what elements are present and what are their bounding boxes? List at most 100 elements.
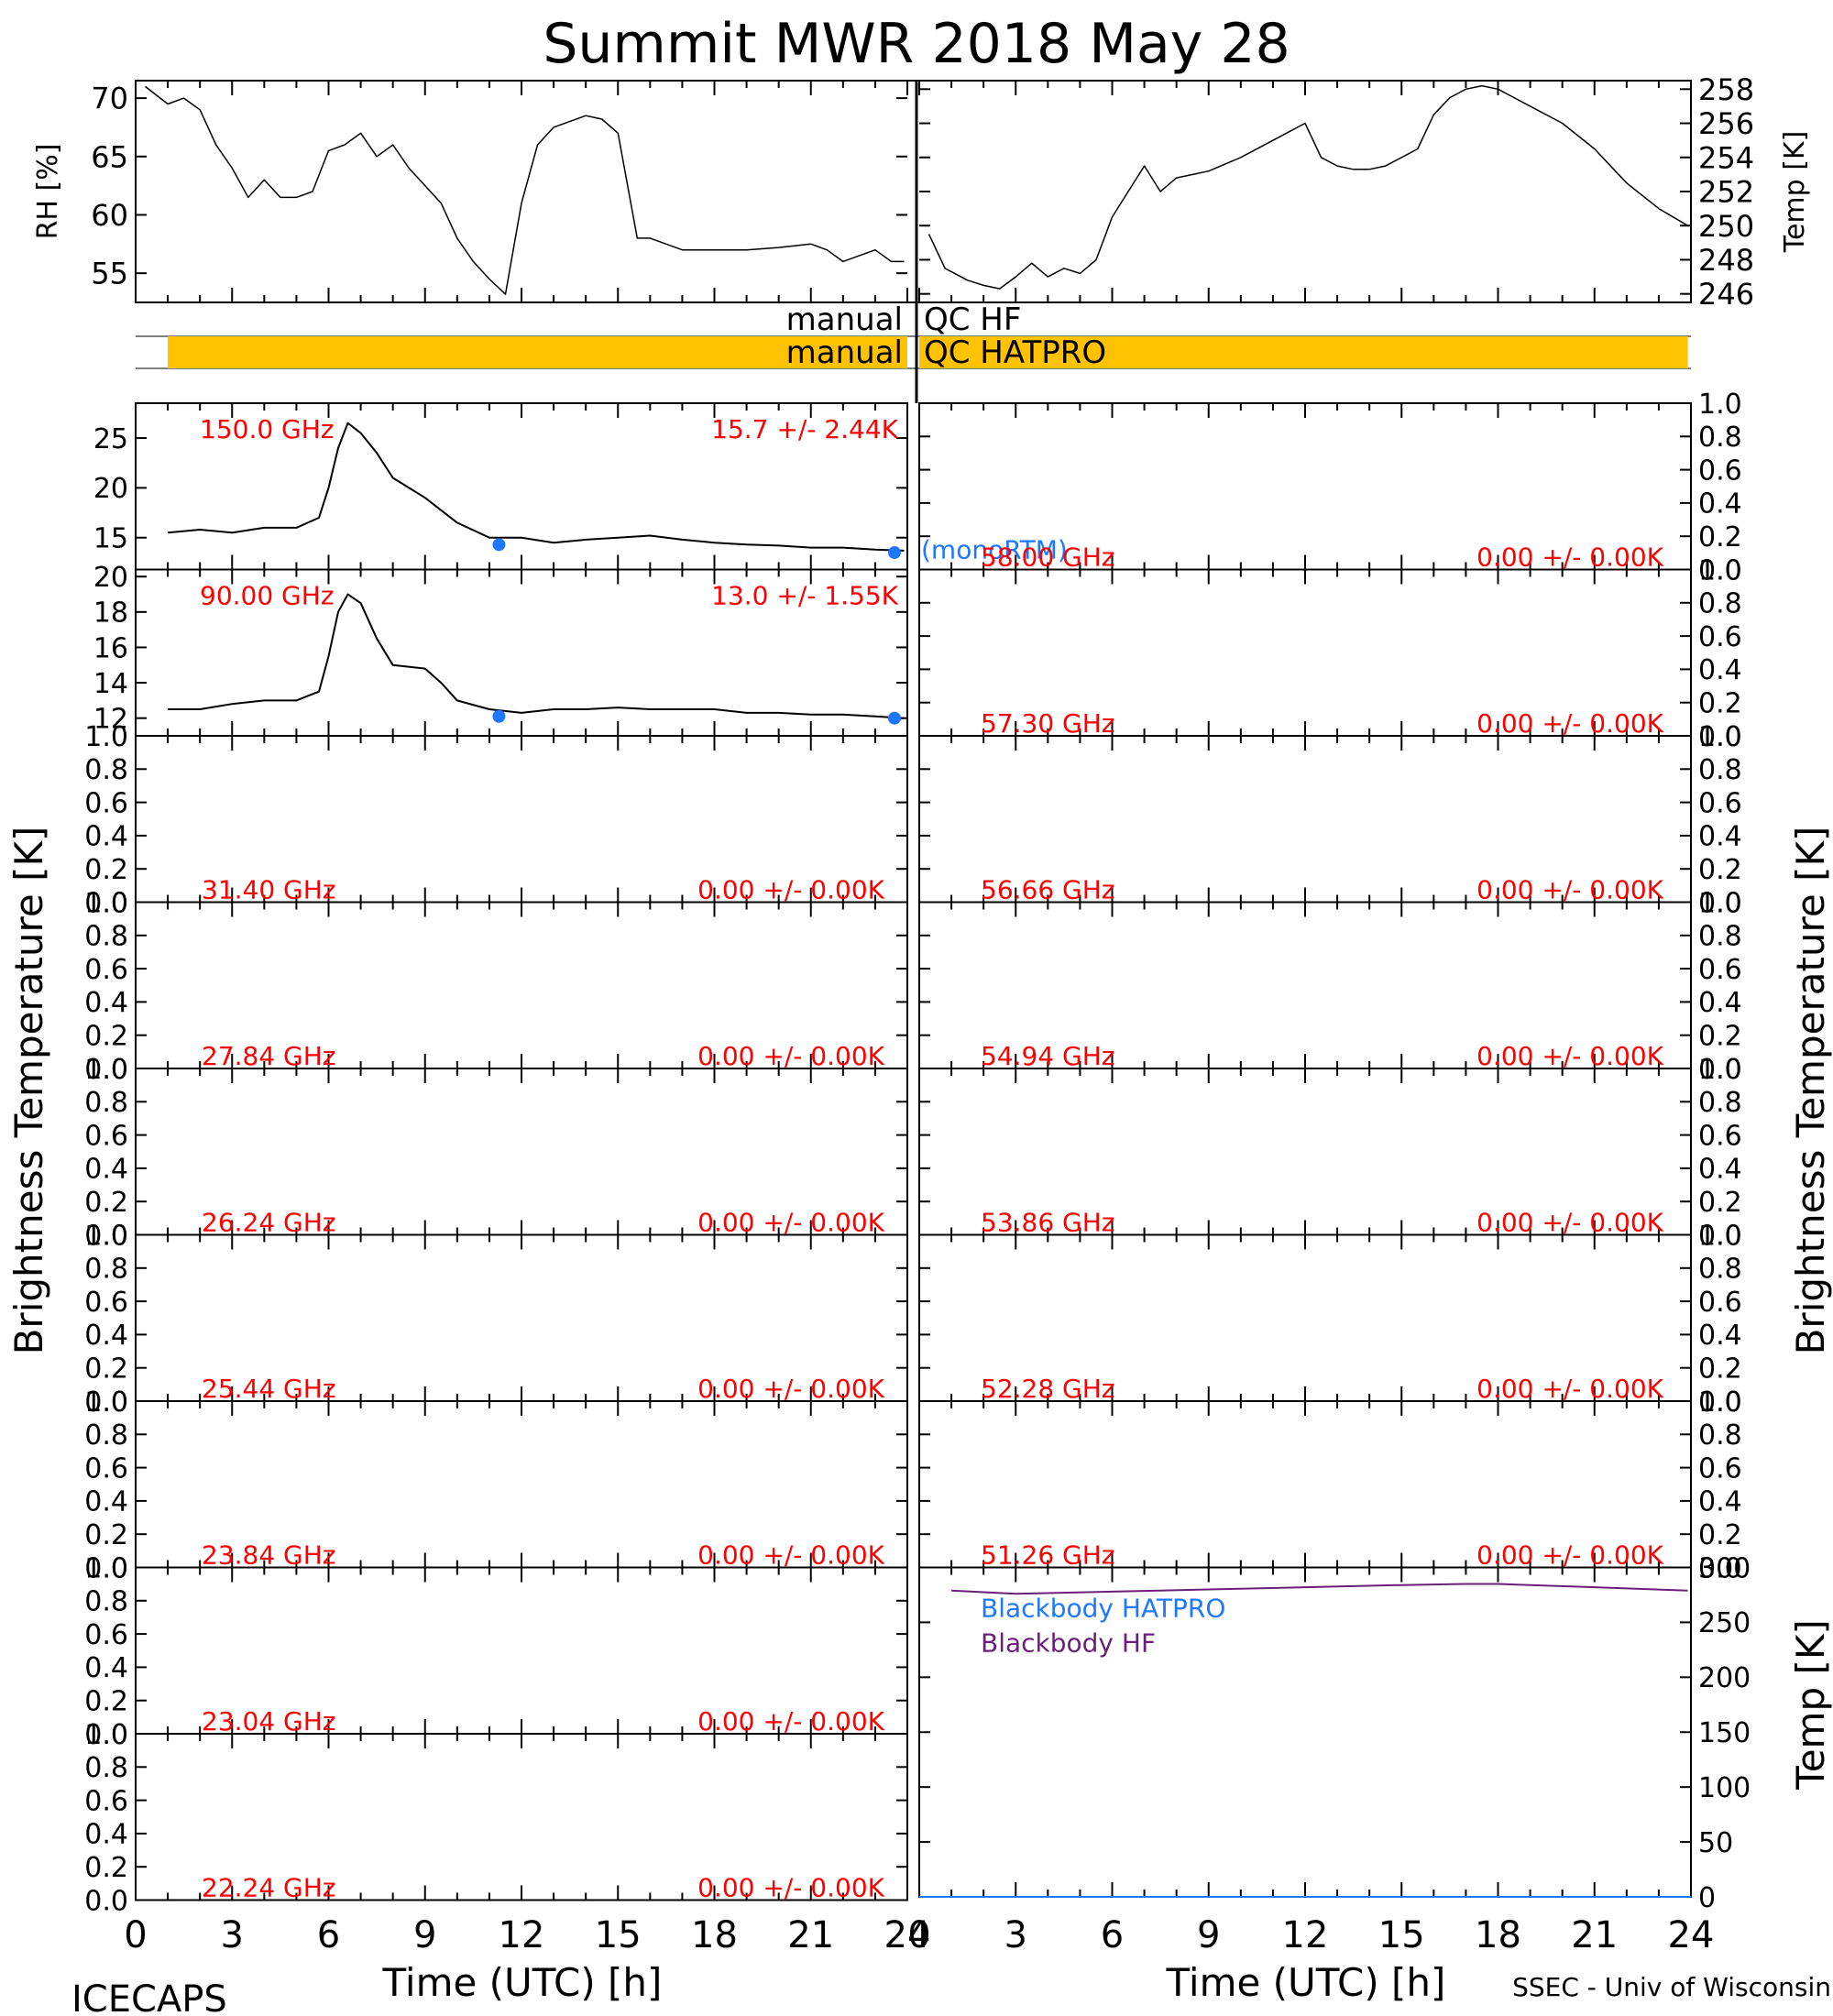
footer-right-label: SSEC - Univ of Wisconsin (1512, 1972, 1831, 2002)
left-panel-5-tick-label: 0.6 (84, 1287, 128, 1319)
left-panel-8-tick-label: 1.0 (84, 1719, 128, 1751)
left-panel-2-tick-label: 0.6 (84, 787, 128, 819)
left-panel-4-tick-label: 0.4 (84, 1154, 128, 1186)
left-panel-8-freq-label: 22.24 GHz (202, 1873, 336, 1903)
left-panel-6-stats-label: 0.00 +/- 0.00K (697, 1540, 884, 1571)
right-panel-1-tick-label: 0.4 (1698, 654, 1742, 686)
time-tick-right: 18 (1475, 1914, 1521, 1956)
temp-axis-tick-label: 254 (1698, 140, 1754, 175)
left-panel-3-stats-label: 0.00 +/- 0.00K (697, 1041, 884, 1071)
left-panel-7-tick-label: 0.4 (84, 1652, 128, 1684)
right-panel-2-tick-label: 0.4 (1698, 821, 1742, 853)
blackbody-hf-series (951, 1583, 1688, 1595)
right-panel-5-tick-label: 0.6 (1698, 1287, 1742, 1319)
blackbody-axis-tick-label: 0 (1698, 1882, 1716, 1914)
temp-axis-tick-label: 250 (1698, 209, 1754, 244)
left-panel-1-freq-label: 90.00 GHz (200, 581, 335, 611)
blackbody-legend-hatpro: Blackbody HATPRO (981, 1594, 1225, 1624)
left-panel-2-freq-label: 31.40 GHz (202, 875, 336, 905)
left-panel-1-tick-label: 18 (93, 597, 128, 630)
left-panel-6-tick-label: 0.6 (84, 1452, 128, 1485)
left-panel-2-tick-label: 1.0 (84, 721, 128, 753)
temp-axis-tick-label: 258 (1698, 72, 1754, 107)
left-panel-6-tick-label: 1.0 (84, 1386, 128, 1419)
right-panel-5-freq-label: 52.28 GHz (981, 1374, 1115, 1404)
blackbody-axis-tick-label: 150 (1698, 1717, 1751, 1749)
right-panel-1-tick-label: 0.8 (1698, 588, 1742, 620)
left-panel-6-tick-label: 0.8 (84, 1419, 128, 1452)
left-panel-5-tick-label: 1.0 (84, 1220, 128, 1252)
right-panel-0-tick-label: 0.8 (1698, 422, 1742, 454)
right-panel-3-freq-label: 54.94 GHz (981, 1041, 1115, 1071)
left-panel-0-freq-label: 150.0 GHz (200, 414, 335, 444)
time-tick-right: 21 (1571, 1914, 1618, 1956)
left-panel-6-freq-label: 23.84 GHz (202, 1540, 336, 1571)
right-panel-4-tick-label: 0.8 (1698, 1087, 1742, 1119)
right-panel-4-tick-label: 0.4 (1698, 1154, 1742, 1186)
left-panel-5-freq-label: 25.44 GHz (202, 1374, 336, 1404)
left-panel-6-tick-label: 0.2 (84, 1519, 128, 1551)
right-panel-3-tick-label: 0.2 (1698, 1021, 1742, 1053)
rh-axis-tick-label: 55 (91, 257, 128, 291)
temp-axis-label: Temp [K] (1779, 131, 1811, 254)
blackbody-axis-tick-label: 50 (1698, 1827, 1733, 1859)
left-panel-1-tick-label: 14 (93, 668, 128, 700)
left-panel-4-tick-label: 1.0 (84, 1054, 128, 1086)
right-panel-4-freq-label: 53.86 GHz (981, 1208, 1115, 1238)
right-panel-0-tick-label: 0.4 (1698, 488, 1742, 520)
right-panel-4-stats-label: 0.00 +/- 0.00K (1476, 1208, 1663, 1238)
left-panel-1-stats-label: 13.0 +/- 1.55K (711, 581, 898, 611)
time-axis: 0 0 3 3 6 6 9 9 12 12 15 15 18 18 21 21 24 24 (124, 1914, 1714, 1956)
left-panel-1-monortm-point (492, 709, 506, 723)
left-panel-5-stats-label: 0.00 +/- 0.00K (697, 1374, 884, 1404)
left-panel-5-tick-label: 0.0 (84, 1386, 128, 1419)
left-panel-7-stats-label: 0.00 +/- 0.00K (697, 1706, 884, 1737)
right-panel-1-tick-label: 0.0 (1698, 721, 1742, 753)
left-panel-6-tick-label: 0.4 (84, 1486, 128, 1518)
ylabel-bt-right: Brightness Temperature [K] (1788, 827, 1833, 1355)
blackbody-axis-tick-label: 250 (1698, 1607, 1751, 1639)
left-panel-2-stats-label: 0.00 +/- 0.00K (697, 875, 884, 905)
time-tick-left: 12 (499, 1914, 545, 1956)
time-tick-left: 0 (124, 1914, 147, 1956)
right-panel-2-tick-label: 0.2 (1698, 854, 1742, 886)
right-panel-1-tick-label: 1.0 (1698, 554, 1742, 586)
left-panel-5-tick-label: 0.8 (84, 1254, 128, 1286)
left-panel-7-tick-label: 0.0 (84, 1719, 128, 1751)
temp-axis-tick-label: 248 (1698, 243, 1754, 278)
left-panel-0-series (168, 422, 905, 552)
right-panel-4-tick-label: 0.0 (1698, 1220, 1742, 1252)
left-panel-3-tick-label: 0.6 (84, 954, 128, 986)
left-panel-4-tick-label: 0.6 (84, 1120, 128, 1152)
left-panel-8-tick-label: 0.8 (84, 1752, 128, 1784)
time-tick-right: 6 (1101, 1914, 1124, 1956)
left-panel-0-tick-label: 15 (93, 523, 128, 555)
left-panel-0-tick-label: 25 (93, 423, 128, 455)
right-panel-1-stats-label: 0.00 +/- 0.00K (1476, 708, 1663, 739)
time-tick-left: 21 (787, 1914, 834, 1956)
temp-axis-tick-label: 246 (1698, 277, 1754, 312)
right-panel-6-stats-label: 0.00 +/- 0.00K (1476, 1540, 1663, 1571)
right-panel-1-tick-label: 0.6 (1698, 621, 1742, 653)
left-panel-3-freq-label: 27.84 GHz (202, 1041, 336, 1071)
left-panel-7-tick-label: 0.2 (84, 1686, 128, 1718)
left-panel-2-tick-label: 0.8 (84, 754, 128, 786)
right-panel-0-tick-label: 0.6 (1698, 455, 1742, 487)
right-panel-3-tick-label: 0.4 (1698, 987, 1742, 1019)
right-panel-4-tick-label: 0.6 (1698, 1120, 1742, 1152)
blackbody-panel: 0 50 100 150 200 250 300 Blackbody HATPRO Blackb… (918, 1552, 1833, 1914)
rh-axis-tick-label: 60 (91, 198, 128, 233)
blackbody-axis-label: Temp [K] (1788, 1619, 1833, 1791)
right-panel-0-freq-label: 58.00 GHz (981, 542, 1115, 573)
right-panel-0-tick-label: 0.0 (1698, 554, 1742, 586)
right-panel-4-tick-label: 0.2 (1698, 1187, 1742, 1219)
left-panel-6-tick-label: 0.0 (84, 1552, 128, 1584)
left-panel-5-tick-label: 0.2 (84, 1353, 128, 1386)
right-panel-6-tick-label: 0.0 (1698, 1552, 1742, 1584)
right-panel-3-tick-label: 1.0 (1698, 887, 1742, 919)
right-panel-5-stats-label: 0.00 +/- 0.00K (1476, 1374, 1663, 1404)
left-panel-2-tick-label: 0.2 (84, 854, 128, 886)
right-panel-5-tick-label: 0.8 (1698, 1254, 1742, 1286)
qc-hatpro-label: QC HATPRO (924, 334, 1106, 371)
time-tick-right: 0 (907, 1914, 930, 1956)
